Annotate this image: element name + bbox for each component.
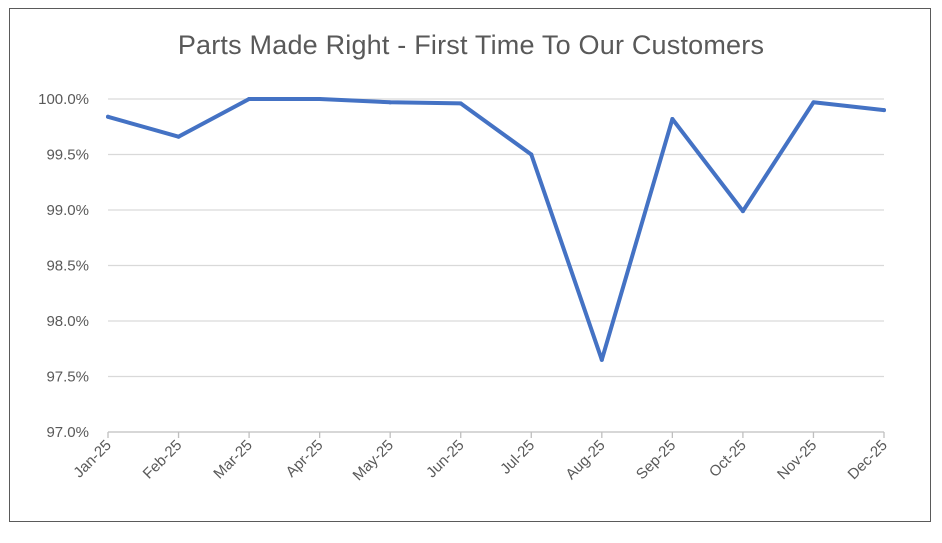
data-point [882,108,886,113]
y-tick-label: 99.5% [46,147,89,164]
y-tick-label: 98.0% [46,313,89,330]
data-point [811,100,816,105]
gridlines [108,98,884,378]
x-tick-label: Aug-25 [562,437,608,483]
x-tick-label: Mar-25 [210,437,256,483]
y-axis-ticks: 97.0% 97.5% 98.0% 98.5% 99.0% 99.5% 100.0% [38,91,89,441]
data-point [388,100,393,105]
data-point [599,357,604,362]
data-point [106,114,110,119]
x-tick-label: Jan-25 [70,437,114,481]
x-axis [107,431,885,438]
series-group [106,97,886,362]
x-tick-label: Apr-25 [283,437,327,481]
x-tick-label: Nov-25 [774,437,820,483]
x-axis-ticks: Jan-25 Feb-25 Mar-25 Apr-25 May-25 Jun-25 Jul-… [70,437,890,484]
y-tick-label: 97.0% [46,424,89,441]
data-point [529,152,534,157]
x-tick-label: Jul-25 [497,437,538,478]
y-tick-label: 98.5% [46,258,89,275]
y-tick-label: 99.0% [46,202,89,219]
data-point [740,209,745,214]
data-point [317,97,322,101]
data-point [458,101,463,106]
data-point [670,116,675,121]
y-tick-label: 97.5% [46,369,89,386]
data-point [176,134,181,139]
x-tick-label: Feb-25 [140,437,186,483]
x-tick-label: Dec-25 [845,437,891,483]
x-tick-label: Oct-25 [706,437,750,481]
x-tick-label: Sep-25 [633,437,679,483]
y-tick-label: 100.0% [38,91,89,108]
series-line [106,97,886,362]
data-point [247,97,252,101]
x-tick-label: Jun-25 [423,437,467,481]
x-tick-label: May-25 [350,437,397,484]
chart-title: Parts Made Right - First Time To Our Cus… [177,30,765,60]
